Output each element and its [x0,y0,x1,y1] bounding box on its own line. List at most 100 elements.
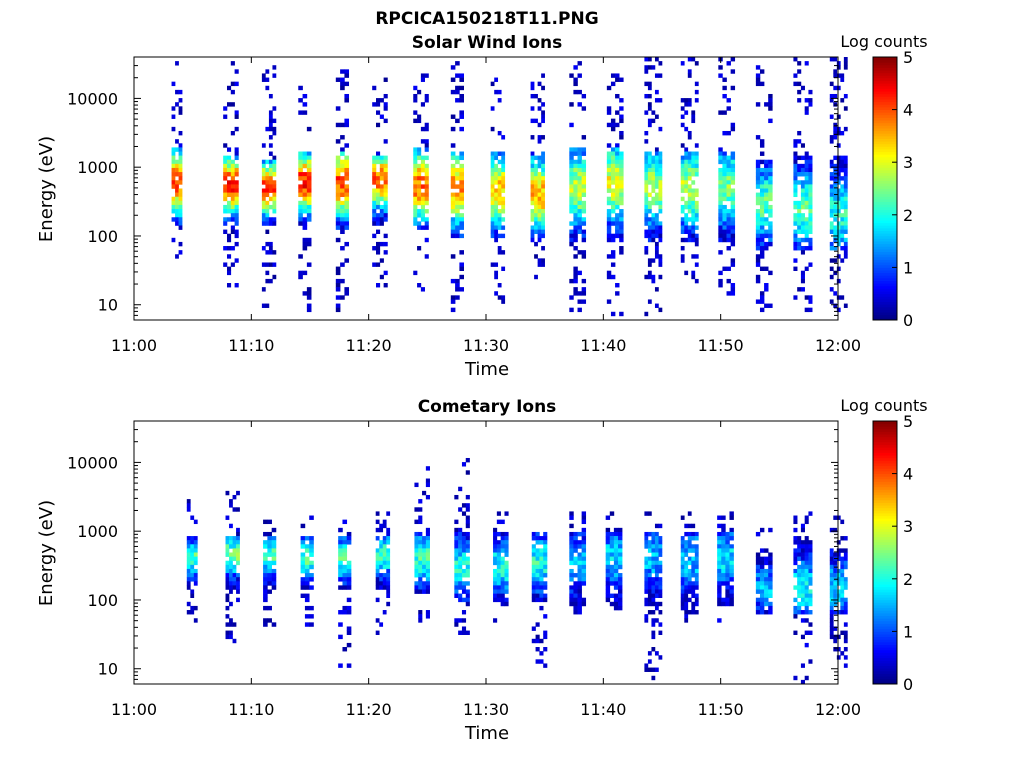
heatmap-cell [793,258,798,263]
heatmap-cell [726,180,731,185]
heatmap-cell [691,544,696,549]
heatmap-cell [450,307,456,313]
heatmap-cell [800,192,805,198]
heatmap-cell [691,151,696,156]
heatmap-cell [272,126,277,132]
heatmap-cell [684,564,689,570]
heatmap-cell [833,560,838,566]
heatmap-cell [687,225,692,230]
heatmap-cell [726,221,731,226]
heatmap-cell [376,184,381,189]
heatmap-cell [581,556,587,562]
heatmap-cell [496,593,501,598]
heatmap-cell [808,89,813,95]
heatmap-cell [755,585,761,590]
heatmap-cell [644,184,649,189]
colorbar-segment [873,248,897,253]
heatmap-cell [658,540,663,545]
heatmap-cell [729,585,734,590]
heatmap-cell [226,217,232,222]
heatmap-cell [263,556,268,562]
heatmap-cell [833,237,838,243]
heatmap-cell [840,221,845,226]
heatmap-cell [836,225,841,230]
heatmap-cell [272,196,277,202]
heatmap-cell [342,568,348,574]
heatmap-cell [606,217,612,222]
heatmap-cell [581,515,587,520]
heatmap-cell [797,601,802,607]
heatmap-cell [694,143,699,148]
heatmap-cell [504,544,509,549]
heatmap-cell [493,585,498,590]
heatmap-cell [298,155,303,161]
heatmap-cell [606,270,612,276]
heatmap-cell [382,540,387,545]
heatmap-cell [225,544,230,549]
heatmap-cell [226,283,232,288]
heatmap-cell [193,540,198,545]
heatmap-cell [843,167,848,173]
heatmap-cell [619,188,624,193]
heatmap-cell [726,278,731,284]
heatmap-cell [413,93,418,99]
heatmap-cell [223,159,228,165]
colorbar-segment [873,536,897,540]
heatmap-cell [229,536,233,541]
colorbar-segment [873,283,897,287]
heatmap-cell [496,552,501,557]
heatmap-cell [577,61,582,66]
heatmap-cell [654,564,659,570]
heatmap-cell [684,270,689,276]
colorbar-segment [873,489,897,493]
heatmap-cell [338,585,343,590]
heatmap-cell [298,204,303,210]
heatmap-cell [465,515,470,520]
heatmap-cell [755,73,761,78]
heatmap-cell [610,188,616,193]
heatmap-cell [236,577,240,582]
heatmap-cell [420,204,425,210]
heatmap-cell [722,163,727,169]
heatmap-cell [694,237,699,243]
heatmap-cell [613,601,619,607]
heatmap-cell [687,610,692,615]
colorbar-segment [873,570,897,574]
colorbar-segment [873,610,897,614]
heatmap-cell [230,225,235,230]
heatmap-cell [764,303,769,308]
heatmap-cell [718,225,723,230]
heatmap-cell [268,118,273,124]
heatmap-cell [768,241,773,247]
heatmap-cell [418,577,423,582]
heatmap-cell [306,204,312,210]
heatmap-cell [450,143,456,148]
heatmap-cell [730,233,736,239]
heatmap-cell [800,573,805,578]
y-tick-label: 100 [87,591,118,610]
heatmap-cell [531,638,536,644]
heatmap-cell [340,209,345,214]
heatmap-cell [450,65,456,70]
heatmap-cell [298,221,303,226]
heatmap-cell [309,560,314,566]
heatmap-cell [581,106,587,111]
heatmap-cell [232,573,237,578]
heatmap-cell [344,159,350,165]
heatmap-cell [573,172,578,177]
heatmap-cell [836,204,841,210]
heatmap-cell [267,531,272,537]
heatmap-cell [687,196,692,202]
heatmap-cell [569,523,574,529]
heatmap-cell [808,630,813,635]
heatmap-cell [534,204,538,210]
heatmap-cell [422,544,427,549]
heatmap-cell [840,155,845,161]
heatmap-cell [420,176,425,181]
heatmap-cell [424,225,429,230]
heatmap-cell [684,560,689,566]
colorbar-segment [873,154,897,158]
heatmap-cell [644,69,649,74]
heatmap-cell [539,573,544,578]
heatmap-cell [804,266,809,271]
